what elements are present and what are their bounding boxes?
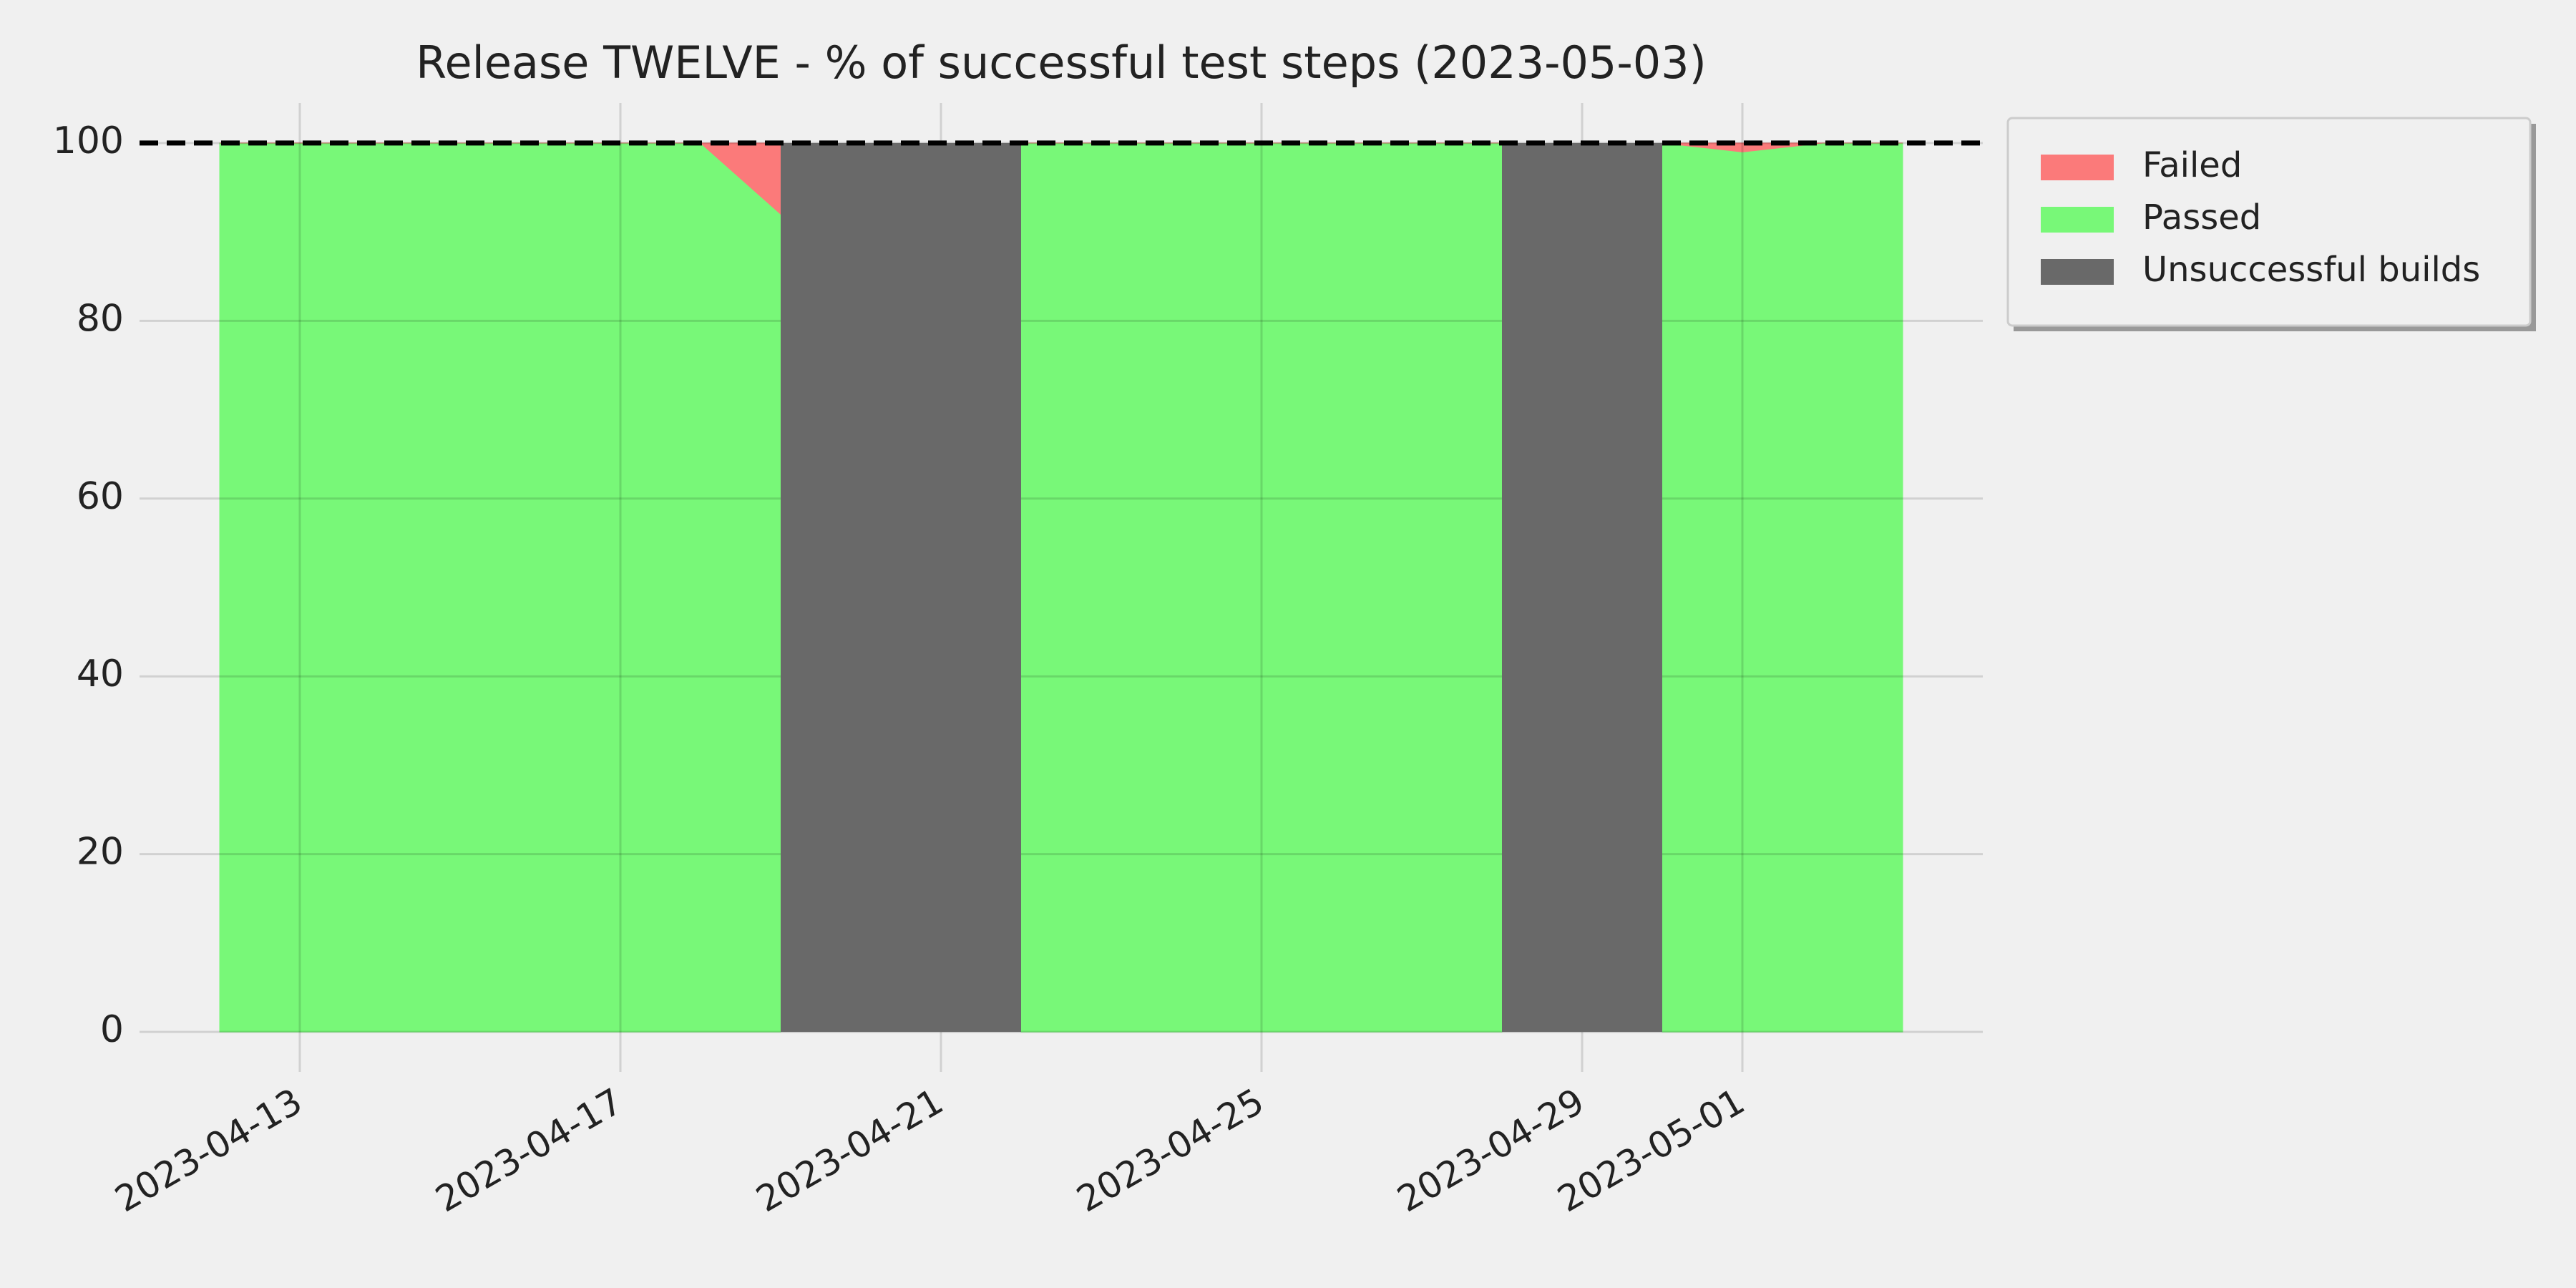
legend: Failed Passed Unsuccessful builds [2006, 117, 2536, 331]
y-tick-label: 80 [77, 297, 124, 340]
y-tick-label: 100 [53, 119, 124, 162]
legend-swatch [2041, 207, 2114, 233]
legend-label: Failed [2142, 145, 2242, 185]
y-tick-label: 20 [77, 831, 124, 874]
legend-box [2006, 117, 2532, 327]
y-tick-label: 0 [100, 1008, 124, 1051]
chart-title: Release TWELVE - % of successful test st… [416, 36, 1707, 89]
legend-label: Unsuccessful builds [2142, 250, 2480, 290]
y-tick-label: 40 [77, 653, 124, 696]
legend-swatch [2041, 259, 2114, 285]
legend-label: Passed [2142, 197, 2261, 238]
y-tick-label: 60 [77, 475, 124, 518]
unsuccessful-span [781, 142, 1021, 1033]
legend-swatch [2041, 155, 2114, 180]
unsuccessful-span [1502, 142, 1662, 1033]
